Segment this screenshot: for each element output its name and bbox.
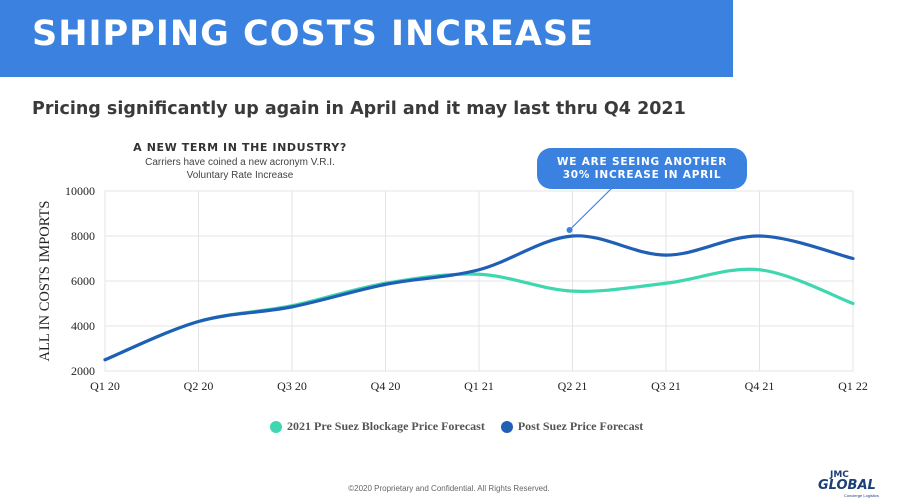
y-tick-label: 4000: [71, 319, 95, 333]
legend-item-post-suez: Post Suez Price Forecast: [500, 419, 644, 434]
logo-jmc-text: JMC: [830, 470, 849, 480]
chart-legend: 2021 Pre Suez Blockage Price Forecast Po…: [270, 419, 659, 434]
x-tick-label: Q2 20: [184, 379, 214, 393]
logo-global-text: GLOBAL: [818, 478, 876, 493]
legend-label-post-suez: Post Suez Price Forecast: [517, 419, 644, 433]
x-tick-label: Q1 21: [464, 379, 494, 393]
annotation-dot: [566, 227, 573, 233]
note-line-1: Carriers have coined a new acronym V.R.I…: [145, 157, 335, 168]
note-line-2: Voluntary Rate Increase: [186, 170, 294, 181]
page-subtitle: Pricing significantly up again in April …: [32, 99, 686, 119]
logo-tagline: Concierge Logistics: [844, 493, 879, 498]
y-axis-label: ALL IN COSTS IMPORTS: [37, 201, 53, 362]
industry-note: A NEW TERM IN THE INDUSTRY? Carriers hav…: [110, 141, 370, 182]
note-heading: A NEW TERM IN THE INDUSTRY?: [133, 141, 347, 154]
callout-line-2: 30% INCREASE IN APRIL: [562, 168, 722, 181]
legend-item-pre-suez: 2021 Pre Suez Blockage Price Forecast: [270, 419, 485, 434]
callout-bubble: WE ARE SEEING ANOTHER 30% INCREASE IN AP…: [537, 148, 747, 189]
company-logo: JMC GLOBAL Concierge Logistics: [818, 470, 892, 498]
legend-marker-post-suez: [500, 420, 513, 433]
callout-line-1: WE ARE SEEING ANOTHER: [556, 155, 728, 168]
x-tick-label: Q1 20: [90, 379, 120, 393]
y-tick-label: 2000: [71, 364, 95, 378]
x-tick-label: Q4 20: [371, 379, 401, 393]
x-tick-label: Q3 21: [651, 379, 681, 393]
x-tick-label: Q3 20: [277, 379, 307, 393]
legend-marker-pre-suez: [270, 420, 282, 433]
series-line-post-suez: [103, 234, 855, 362]
legend-label-pre-suez: 2021 Pre Suez Blockage Price Forecast: [287, 419, 485, 433]
title-banner: SHIPPING COSTS INCREASE: [0, 0, 733, 77]
annotation-pointer: [569, 187, 613, 231]
y-tick-label: 8000: [71, 229, 95, 243]
copyright-footer: ©2020 Proprietary and Confidential. All …: [348, 484, 550, 493]
y-tick-label: 10000: [65, 184, 95, 198]
x-tick-label: Q1 22: [838, 379, 868, 393]
y-tick-label: 6000: [71, 274, 95, 288]
page-title: SHIPPING COSTS INCREASE: [32, 14, 595, 54]
x-tick-label: Q4 21: [745, 379, 775, 393]
x-tick-label: Q2 21: [558, 379, 588, 393]
